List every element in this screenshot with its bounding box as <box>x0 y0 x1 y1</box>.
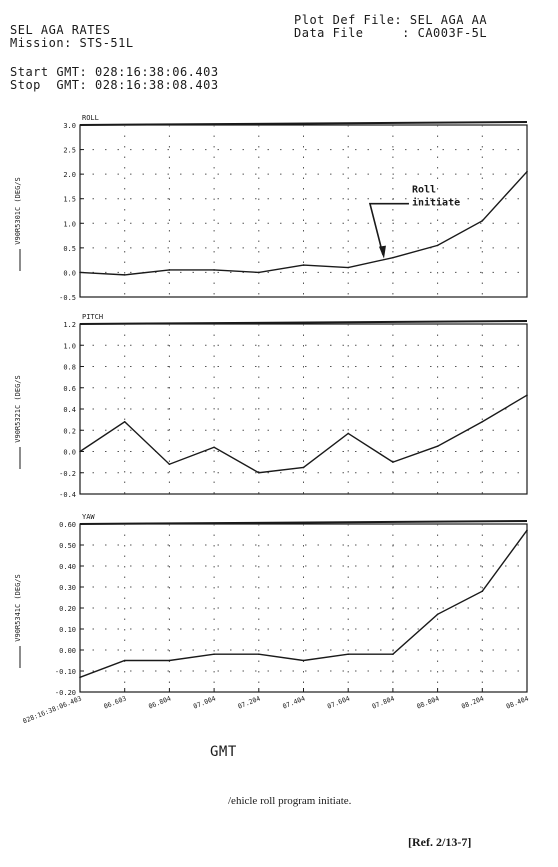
data-point <box>79 676 81 679</box>
y-tick-label: 1.2 <box>63 321 76 329</box>
chart-panel-pitch: 1.2 1.0 0.8 0.6 0.4 0.2 0.0 -0.2 -0.4 PITCH V90R53… <box>14 313 528 499</box>
x-tick-label: 07.004 <box>192 694 217 710</box>
x-tick-label: 08.404 <box>505 694 530 710</box>
y-tick-label: 0.5 <box>63 245 76 253</box>
data-point <box>392 653 394 655</box>
data-point <box>392 256 394 259</box>
x-tick-label: 028:16:38:06.403 <box>22 694 83 725</box>
y-tick-label: 0.0 <box>63 449 76 457</box>
x-tick-label: 08.004 <box>416 694 441 710</box>
start-gmt: Start GMT: 028:16:38:06.403 <box>10 65 219 79</box>
plot-def-file: Plot Def File: SEL AGA AA <box>294 13 488 27</box>
y-tick-label: 0.2 <box>63 427 76 435</box>
x-tick-label: 07.404 <box>281 694 306 710</box>
data-point <box>79 450 81 453</box>
mission-label: Mission: STS-51L <box>10 36 134 50</box>
y-tick-label: 0.4 <box>63 406 76 414</box>
data-point <box>436 244 439 247</box>
chart-panel-yaw: 0.60 0.50 0.40 0.30 0.20 0.10 0.00 -0.10 -0.20 YA… <box>14 513 528 697</box>
data-point <box>302 659 305 662</box>
plot-frame <box>79 124 528 298</box>
series-line <box>79 171 528 276</box>
data-point <box>347 266 350 269</box>
data-point <box>168 463 171 466</box>
y-tick-label: -0.20 <box>55 689 76 697</box>
data-file: Data File : CA003F-5L <box>294 26 488 40</box>
chart-panel-roll: 3.0 2.5 2.0 1.5 1.0 0.5 0.0 -0.5 ROLL V90R5301C (… <box>14 114 528 302</box>
x-tick-label: 07.204 <box>237 694 262 710</box>
data-point <box>347 432 350 435</box>
annotation-arrowhead <box>378 245 386 259</box>
y-tick-label: 1.5 <box>63 196 76 204</box>
data-point <box>302 264 305 266</box>
y-tick-label: 1.0 <box>63 220 76 228</box>
y-tick-label: 2.0 <box>63 171 76 179</box>
data-point <box>258 471 260 474</box>
data-point <box>347 653 350 655</box>
y-tick-label: 0.6 <box>63 385 76 393</box>
y-axis-label: V90R5321C (DEG/S <box>14 375 22 442</box>
x-tick-label: 06.603 <box>103 694 128 710</box>
plot-top-border <box>79 121 528 126</box>
y-tick-label: -0.5 <box>59 294 76 302</box>
panel-title: ROLL <box>82 114 99 122</box>
data-point <box>436 613 439 616</box>
data-point <box>526 529 528 532</box>
y-tick-label: 0.0 <box>63 269 76 277</box>
y-tick-label: 0.20 <box>59 605 76 613</box>
plot-top-border <box>79 520 528 525</box>
y-tick-label: 0.10 <box>59 626 76 634</box>
y-tick-label: -0.4 <box>59 491 76 499</box>
y-axis-label: V90R5301C (DEG/S <box>14 177 22 244</box>
data-point <box>392 461 394 463</box>
annotation-text: Roll <box>412 185 436 196</box>
data-point <box>168 659 171 662</box>
data-point <box>168 269 171 271</box>
data-point <box>481 590 484 592</box>
data-point <box>436 445 439 447</box>
data-point <box>79 271 81 274</box>
data-point <box>258 271 260 274</box>
report-title: SEL AGA RATES <box>10 23 111 37</box>
stop-gmt: Stop GMT: 028:16:38:08.403 <box>10 78 219 92</box>
data-point <box>123 659 126 662</box>
figure-caption: /ehicle roll program initiate. <box>228 795 352 807</box>
data-point <box>213 269 215 271</box>
data-point <box>481 220 484 222</box>
data-point <box>213 653 215 655</box>
series-line <box>79 529 528 678</box>
panel-title: PITCH <box>82 313 103 321</box>
x-tick-label: 08.204 <box>460 694 485 710</box>
data-point <box>302 466 305 469</box>
annotation-arrow <box>368 202 409 255</box>
y-tick-label: -0.10 <box>55 668 76 676</box>
data-point <box>123 420 126 423</box>
y-tick-label: -0.2 <box>59 470 76 478</box>
plot-top-border <box>79 320 528 325</box>
x-axis-title: GMT <box>210 744 237 760</box>
x-tick-label: 07.604 <box>326 694 351 710</box>
y-tick-label: 0.50 <box>59 542 76 550</box>
y-tick-label: 0.60 <box>59 521 76 529</box>
x-tick-label: 06.804 <box>147 694 172 710</box>
data-point <box>213 446 215 449</box>
panel-title: YAW <box>82 513 95 521</box>
y-tick-label: 0.8 <box>63 364 76 372</box>
y-axis-label: V90R5341C (DEG/S <box>14 574 22 641</box>
reference-note: [Ref. 2/13-7] <box>408 835 472 849</box>
y-tick-label: 0.00 <box>59 647 76 655</box>
y-tick-label: 2.5 <box>63 147 76 155</box>
x-tick-label: 07.804 <box>371 694 396 710</box>
y-tick-label: 0.30 <box>59 584 76 592</box>
data-point <box>123 274 126 276</box>
data-point <box>258 653 260 655</box>
y-tick-label: 3.0 <box>63 122 76 130</box>
annotation-text: initiate <box>412 197 460 209</box>
y-tick-label: 0.40 <box>59 563 76 571</box>
data-point <box>526 170 528 173</box>
y-tick-label: 1.0 <box>63 342 76 350</box>
data-point <box>481 420 484 423</box>
data-point <box>526 394 528 396</box>
